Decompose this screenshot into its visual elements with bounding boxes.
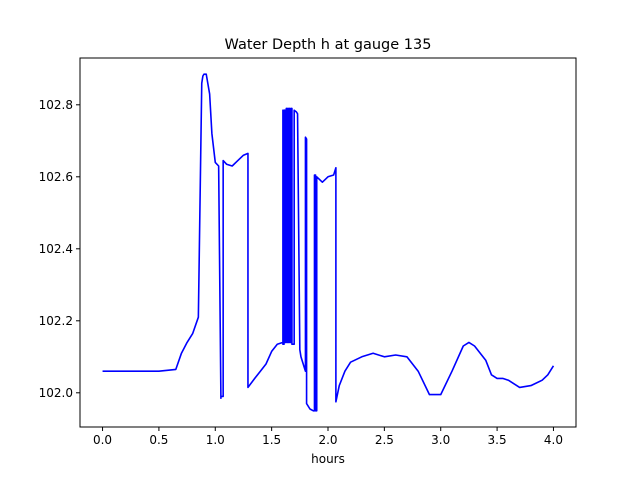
x-tick-label: 2.0 — [318, 433, 337, 447]
y-tick-label: 102.4 — [39, 242, 73, 256]
x-tick-label: 3.5 — [488, 433, 507, 447]
y-tick-label: 102.8 — [39, 98, 73, 112]
x-tick-label: 3.0 — [431, 433, 450, 447]
y-tick-label: 102.0 — [39, 386, 73, 400]
plot-area: 0.0 0.5 1.0 1.5 2.0 2.5 3.0 3.5 4.0 102.0 102.2 102… — [39, 57, 577, 447]
y-tick-label: 102.6 — [39, 170, 73, 184]
x-tick-label: 1.0 — [206, 433, 225, 447]
x-tick-label: 2.5 — [375, 433, 394, 447]
series-line-0 — [102, 73, 555, 412]
chart-title: Water Depth h at gauge 135 — [225, 37, 432, 53]
x-tick-label: 4.0 — [544, 433, 563, 447]
x-axis-label: hours — [311, 452, 345, 466]
x-tick-label: 0.0 — [93, 433, 112, 447]
x-tick-label: 1.5 — [262, 433, 281, 447]
x-tick-label: 0.5 — [149, 433, 168, 447]
y-tick-label: 102.2 — [39, 314, 73, 328]
